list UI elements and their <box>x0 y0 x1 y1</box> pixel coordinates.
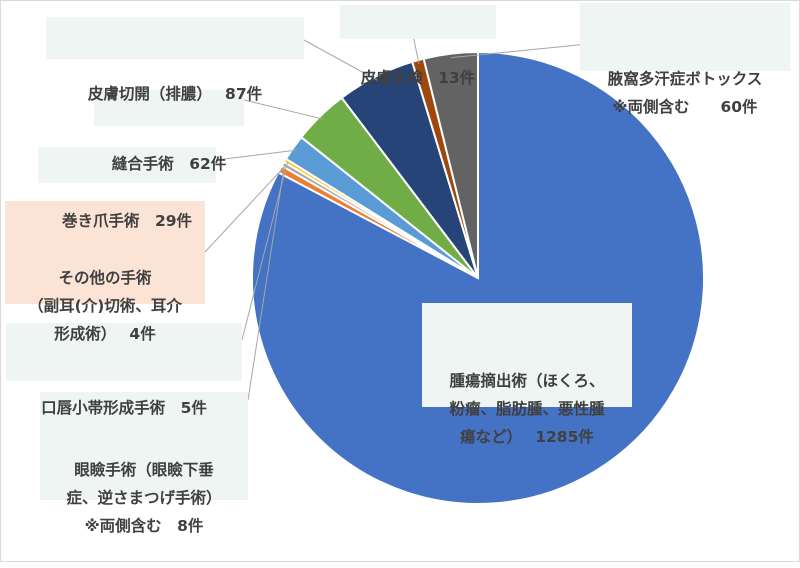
leader-line <box>247 170 284 401</box>
label-other: その他の手術 （副耳(介)切術、耳介 形成術） 4件 <box>5 201 205 343</box>
leader-line <box>303 39 378 81</box>
label-botox: 腋窩多汗症ボトックス ※両側含む 60件 <box>580 3 790 116</box>
leader-line <box>204 162 289 253</box>
pie-slice <box>422 50 479 279</box>
leader-line <box>215 149 297 161</box>
label-eyelid: 眼瞼手術（眼瞼下垂 症、逆さまつげ手術） ※両側含む 8件 <box>40 392 248 535</box>
label-tumor: 腫瘍摘出術（ほくろ、 粉瘤、脂肪腫、悪性腫 瘍など） 1285件 <box>422 303 632 446</box>
label-nail: 巻き爪手術 29件 <box>38 147 216 230</box>
label-biopsy: 皮膚生検 13件 <box>340 5 496 87</box>
label-lip: 口唇小帯形成手術 5件 <box>6 323 242 417</box>
leader-line <box>451 43 589 59</box>
label-suture: 縫合手術 62件 <box>94 90 244 173</box>
leader-line <box>243 99 324 120</box>
label-incision: 皮膚切開（排膿） 87件 <box>46 17 304 103</box>
leader-line <box>241 165 287 341</box>
